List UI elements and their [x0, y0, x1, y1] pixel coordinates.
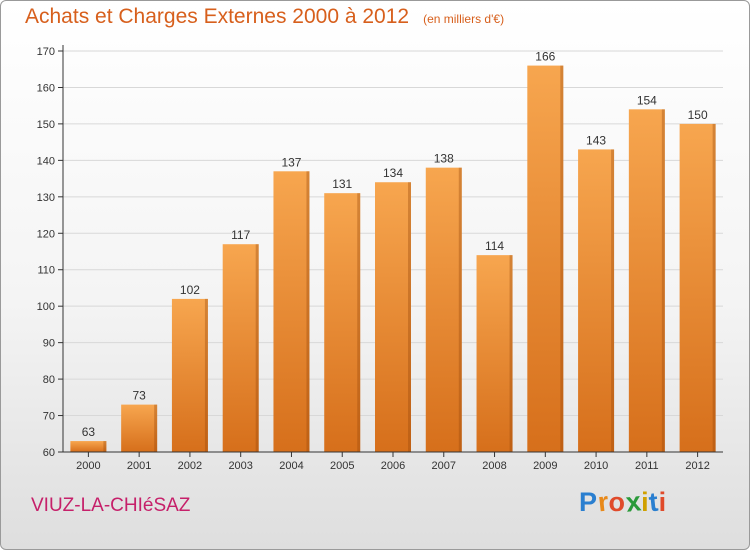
y-tick-label: 100	[37, 301, 55, 313]
data-label: 143	[586, 133, 606, 147]
bar-2006	[375, 182, 411, 452]
y-tick-label: 130	[37, 192, 55, 204]
logo-letter: o	[608, 487, 626, 517]
y-tick-label: 140	[37, 155, 55, 167]
bar-2000	[70, 441, 107, 452]
bars	[70, 65, 716, 453]
data-label: 137	[281, 155, 301, 169]
data-label: 102	[180, 283, 200, 297]
bar-shade	[154, 404, 158, 452]
data-label: 131	[332, 177, 352, 191]
y-tick-label: 150	[37, 119, 55, 131]
bar-2011	[628, 109, 665, 452]
bar-shade	[611, 149, 615, 452]
y-tick-label: 60	[43, 447, 55, 459]
y-tick-label: 160	[37, 82, 55, 94]
x-tick-label: 2004	[279, 460, 303, 472]
data-label: 150	[688, 108, 708, 122]
bar-shade	[306, 171, 310, 453]
data-label: 154	[637, 93, 657, 107]
x-tick-label: 2011	[635, 460, 659, 472]
x-tick-label: 2008	[482, 460, 506, 472]
logo-letter: x	[623, 486, 643, 518]
bar-2002	[171, 298, 208, 452]
x-tick-label: 2000	[76, 460, 100, 472]
bar-2005	[324, 193, 361, 452]
bar-2004	[273, 171, 310, 453]
data-label: 138	[434, 152, 454, 166]
x-tick-label: 2006	[381, 460, 405, 472]
bar-shade	[408, 182, 411, 452]
bar-2001	[121, 404, 158, 452]
x-tick-label: 2010	[584, 460, 608, 472]
bar-shade	[357, 193, 361, 452]
data-label: 73	[132, 389, 146, 403]
x-tick-label: 2005	[330, 460, 354, 472]
data-label: 114	[485, 239, 504, 253]
x-tick-label: 2007	[432, 460, 456, 472]
data-label: 134	[383, 166, 403, 180]
chart-subtitle: (en milliers d'€)	[423, 12, 505, 26]
y-tick-label: 120	[37, 228, 55, 240]
y-tick-label: 70	[43, 411, 55, 423]
x-tick-label: 2003	[228, 460, 252, 472]
bar-shade	[509, 255, 513, 452]
axes	[58, 45, 723, 457]
chart-title: Achats et Charges Externes 2000 à 2012	[25, 5, 410, 28]
logo-letter: i	[658, 487, 667, 517]
y-tick-label: 90	[43, 338, 55, 350]
bar-2012	[679, 123, 716, 452]
y-tick-label: 110	[37, 265, 55, 277]
x-tick-label: 2009	[533, 460, 557, 472]
x-tick-label: 2002	[178, 460, 202, 472]
bar-shade	[661, 109, 665, 452]
logo-letter: i	[641, 487, 650, 517]
bar-2007	[425, 167, 462, 452]
bar-shade	[560, 65, 564, 452]
data-label: 166	[535, 50, 555, 64]
bar-shade	[255, 244, 259, 452]
bar-shade	[712, 123, 716, 452]
bar-2010	[578, 149, 615, 452]
y-tick-label: 80	[43, 374, 55, 386]
data-label: 63	[82, 425, 96, 439]
logo-letter: P	[579, 487, 598, 517]
y-tick-label: 170	[37, 46, 55, 58]
proxiti-logo: Proxiti	[579, 486, 667, 518]
bar-shade	[204, 298, 208, 452]
place-name: VIUZ-LA-CHIéSAZ	[31, 495, 191, 516]
x-tick-label: 2012	[685, 460, 709, 472]
title-row: Achats et Charges Externes 2000 à 2012 (e…	[25, 5, 504, 29]
bar-2009	[527, 65, 564, 452]
bar-shade	[458, 167, 462, 452]
bar-2003	[222, 244, 259, 452]
labels: 60 70 80 90 100 110 120 130 140 150 160 170 63 2000 73…	[37, 46, 710, 472]
bar-shade	[103, 441, 107, 452]
data-label: 117	[231, 228, 250, 242]
bar-2008	[476, 255, 513, 452]
x-tick-label: 2001	[127, 460, 151, 472]
